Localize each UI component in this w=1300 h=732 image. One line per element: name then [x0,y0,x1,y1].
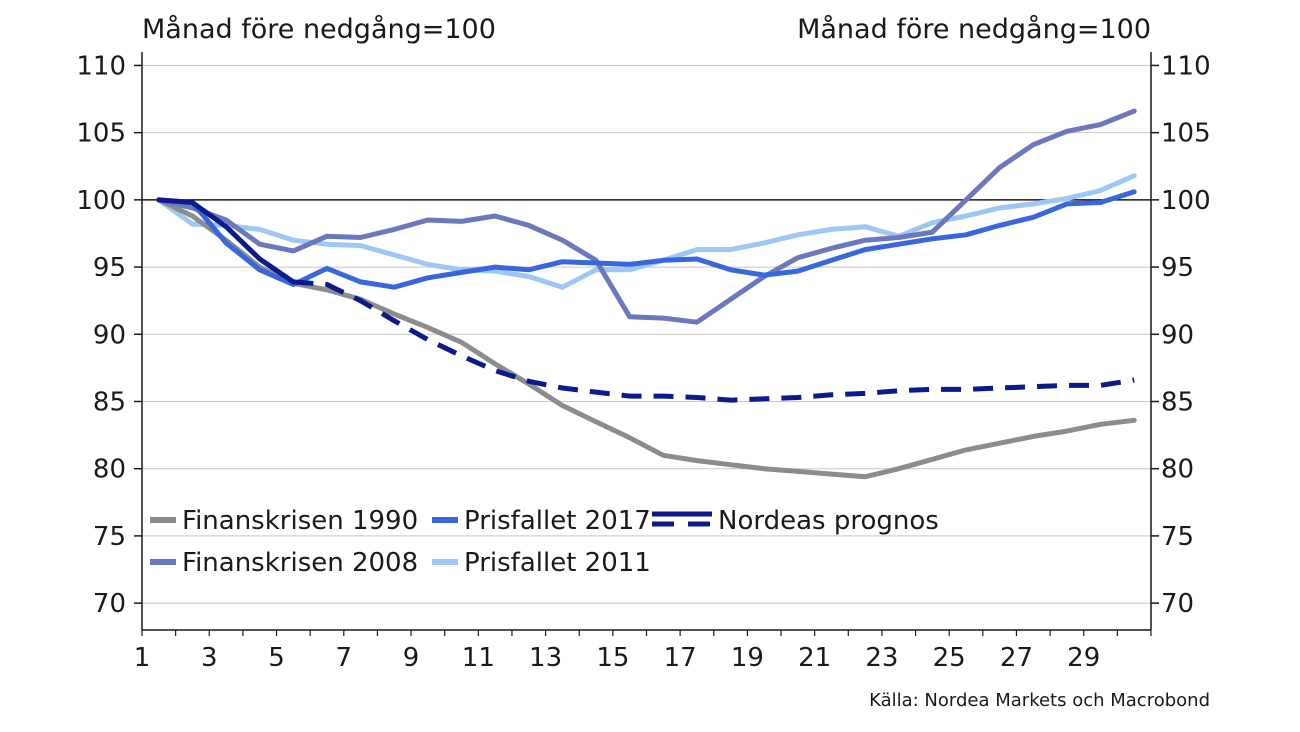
y-tick-label-left-70: 70 [93,589,126,619]
x-tick-label-5: 5 [268,643,285,673]
series-line-finanskrisen-1990 [156,197,1137,480]
x-tick-label-9: 9 [403,643,420,673]
y-tick-label-right-110: 110 [1161,51,1211,81]
x-tick-label-25: 25 [933,643,966,673]
x-tick-label-3: 3 [201,643,218,673]
y-tick-label-left-105: 105 [76,119,126,149]
y-tick-label-left-95: 95 [93,253,126,283]
series-line-nordeas-prognos-forecast [293,279,1135,403]
x-tick-label-19: 19 [731,643,764,673]
y-tick-label-right-75: 75 [1161,522,1194,552]
y-tick-label-left-80: 80 [93,455,126,485]
y-tick-label-right-80: 80 [1161,455,1194,485]
legend-label-finanskrisen-1990: Finanskrisen 1990 [182,506,418,536]
y-tick-label-right-100: 100 [1161,186,1211,216]
x-tick-label-7: 7 [336,643,353,673]
y-tick-label-left-75: 75 [93,522,126,552]
y-tick-label-right-90: 90 [1161,320,1194,350]
legend-label-prisfallet-2017: Prisfallet 2017 [464,506,651,536]
x-tick-label-27: 27 [1000,643,1033,673]
legend-label-nordeas-prognos: Nordeas prognos [718,506,939,536]
y-tick-label-right-95: 95 [1161,253,1194,283]
x-tick-label-15: 15 [596,643,629,673]
y-axis-unit-label-left: Månad före nedgång=100 [142,14,496,45]
y-tick-label-left-85: 85 [93,387,126,417]
series-line-prisfallet-2017 [156,189,1137,290]
x-tick-label-21: 21 [798,643,831,673]
series-line-finanskrisen-2008 [156,108,1137,325]
x-tick-label-17: 17 [664,643,697,673]
x-tick-label-23: 23 [865,643,898,673]
x-tick-label-11: 11 [462,643,495,673]
y-axis-unit-label-right: Månad före nedgång=100 [797,14,1151,45]
source-note: Källa: Nordea Markets och Macrobond [869,690,1210,711]
legend-label-prisfallet-2011: Prisfallet 2011 [464,548,651,578]
legend-label-finanskrisen-2008: Finanskrisen 2008 [182,548,418,578]
series-line-prisfallet-2011 [156,173,1137,290]
y-tick-label-left-90: 90 [93,320,126,350]
series-line-nordeas-prognos-actual [156,197,296,285]
x-tick-label-29: 29 [1067,643,1100,673]
x-tick-label-1: 1 [134,643,151,673]
y-tick-label-left-110: 110 [76,51,126,81]
y-tick-label-right-105: 105 [1161,119,1211,149]
x-tick-label-13: 13 [529,643,562,673]
y-tick-label-right-70: 70 [1161,589,1194,619]
y-tick-label-left-100: 100 [76,186,126,216]
y-tick-label-right-85: 85 [1161,387,1194,417]
